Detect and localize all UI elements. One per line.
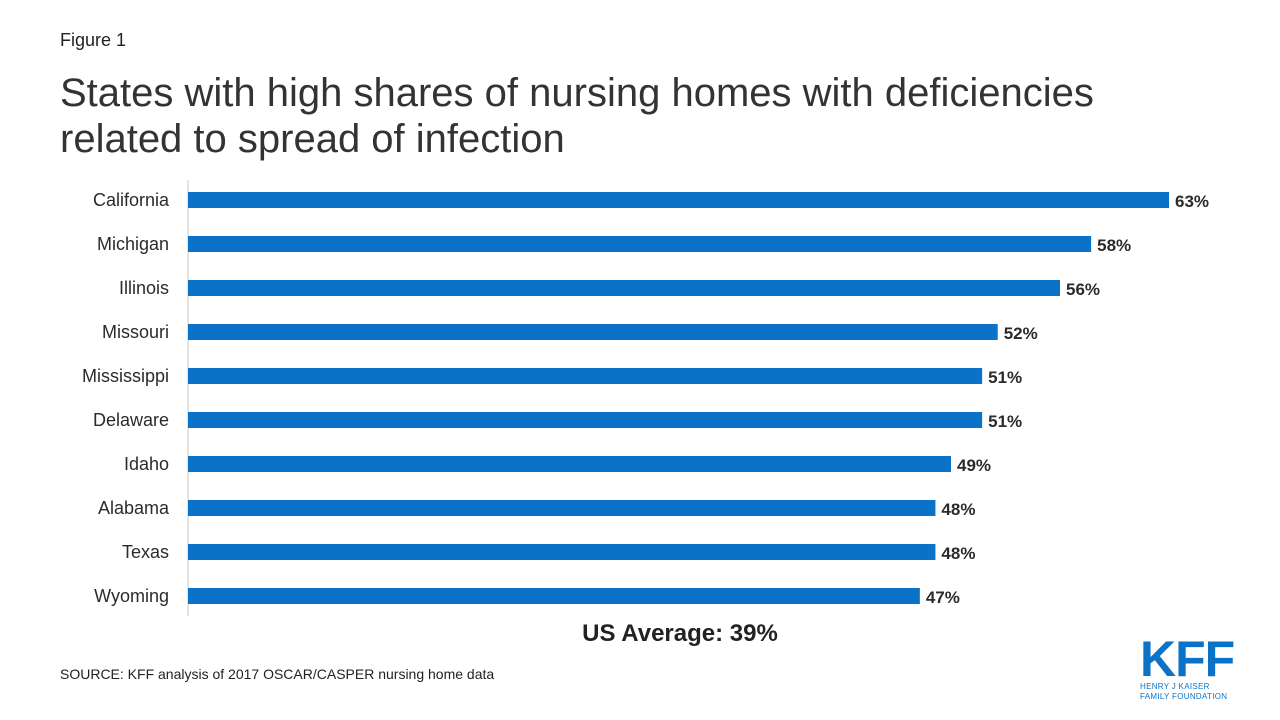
data-label: 63%: [1175, 192, 1209, 211]
data-label: 51%: [988, 368, 1022, 387]
category-label: Texas: [122, 542, 169, 562]
bar: [188, 544, 936, 560]
data-label: 58%: [1097, 236, 1131, 255]
bar: [188, 236, 1092, 252]
bar: [188, 280, 1060, 296]
bar: [188, 500, 936, 516]
data-label: 48%: [941, 500, 975, 519]
data-label: 56%: [1066, 280, 1100, 299]
chart-title: States with high shares of nursing homes…: [60, 71, 1094, 161]
category-label: Missouri: [102, 322, 169, 342]
bar: [188, 368, 983, 384]
us-average-label: US Average: 39%: [582, 620, 778, 647]
category-label: Wyoming: [94, 586, 169, 606]
category-label: Mississippi: [82, 366, 169, 386]
kff-logo: KFF HENRY J KAISER FAMILY FOUNDATION: [1140, 631, 1240, 702]
data-label: 49%: [957, 456, 991, 475]
category-label: Delaware: [93, 410, 169, 430]
logo-line-1: HENRY J KAISER: [1140, 682, 1210, 691]
bar: [188, 588, 920, 604]
data-label: 51%: [988, 412, 1022, 431]
category-label: Illinois: [119, 278, 169, 298]
bar-chart: California 63% Michigan 58% Illinois 56% Misso…: [82, 180, 1209, 616]
bar: [188, 192, 1169, 208]
data-label: 52%: [1004, 324, 1038, 343]
data-label: 47%: [926, 588, 960, 607]
category-label: Alabama: [98, 498, 170, 518]
bars-layer: California 63% Michigan 58% Illinois 56% Misso…: [82, 180, 1209, 616]
data-label: 48%: [941, 544, 975, 563]
logo-line-2: FAMILY FOUNDATION: [1140, 692, 1228, 701]
source-note: SOURCE: KFF analysis of 2017 OSCAR/CASPE…: [60, 666, 495, 682]
category-label: California: [93, 190, 170, 210]
category-label: Michigan: [97, 234, 169, 254]
logo-mark: KFF: [1140, 631, 1235, 687]
bar: [188, 456, 951, 472]
bar: [188, 412, 983, 428]
category-label: Idaho: [124, 454, 169, 474]
bar: [188, 324, 998, 340]
figure-label: Figure 1: [60, 30, 127, 50]
